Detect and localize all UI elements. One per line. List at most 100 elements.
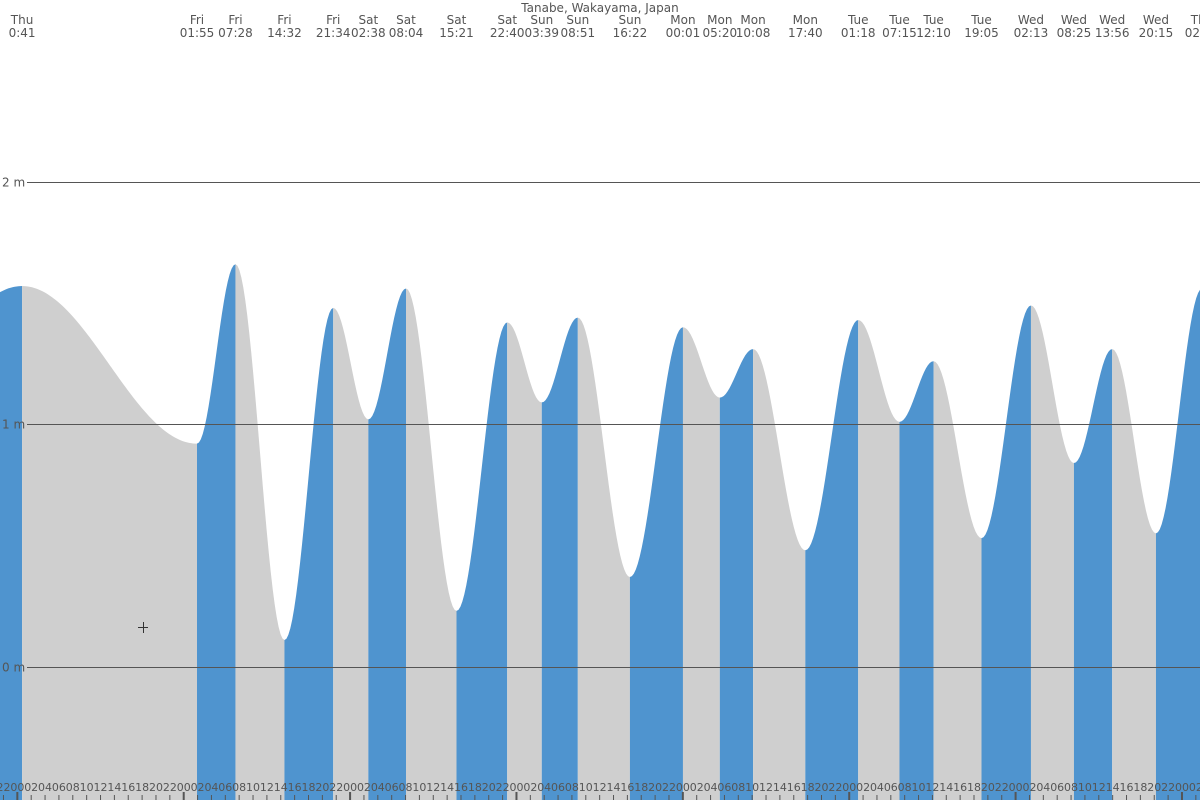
hour-tick-label: 12 — [925, 781, 939, 794]
hour-tick-label: 10 — [1078, 781, 1092, 794]
hour-tick-label: 20 — [814, 781, 828, 794]
extreme-time-label: 16:22 — [613, 26, 648, 40]
falling-tide-segment — [22, 286, 197, 800]
extreme-time-label: 02:38 — [351, 26, 386, 40]
hour-tick-label: 10 — [246, 781, 260, 794]
falling-tide-segment — [1112, 349, 1156, 800]
hour-tick-label: 08 — [565, 781, 579, 794]
hour-tick-label: 20 — [482, 781, 496, 794]
hour-tick-label: 04 — [704, 781, 718, 794]
extreme-day-label: Fri — [277, 13, 291, 27]
hour-tick-label: 14 — [274, 781, 288, 794]
hour-tick-label: 14 — [1106, 781, 1120, 794]
hour-tick-label: 22 — [995, 781, 1009, 794]
extreme-time-label: 00:01 — [666, 26, 701, 40]
extreme-day-label: Mon — [740, 13, 765, 27]
extreme-day-label: Wed — [1018, 13, 1044, 27]
extreme-day-label: Thu — [10, 13, 34, 27]
extreme-time-label: 15:21 — [439, 26, 474, 40]
extreme-day-label: Tue — [970, 13, 992, 27]
extreme-day-label: Sat — [396, 13, 416, 27]
hour-tick-label: 12 — [593, 781, 607, 794]
hour-tick-label: 20 — [648, 781, 662, 794]
rising-tide-segment — [456, 322, 508, 800]
hour-tick-label: 14 — [607, 781, 621, 794]
hour-tick-label: 04 — [38, 781, 52, 794]
hour-tick-label: 18 — [468, 781, 482, 794]
hour-tick-label: 12 — [1092, 781, 1106, 794]
extreme-day-label: Wed — [1143, 13, 1169, 27]
extreme-day-label: Sun — [566, 13, 589, 27]
falling-tide-segment — [682, 327, 720, 800]
extreme-time-label: 08:25 — [1057, 26, 1092, 40]
hour-tick-label: 06 — [884, 781, 898, 794]
y-tick-label: 0 m — [2, 661, 25, 675]
extreme-time-label: 05:20 — [703, 26, 738, 40]
extreme-day-label: Sat — [358, 13, 378, 27]
hour-tick-label: 10 — [745, 781, 759, 794]
extreme-time-label: 08:51 — [561, 26, 596, 40]
crosshair-cursor — [138, 622, 148, 633]
hour-tick-label: 12 — [426, 781, 440, 794]
hour-tick-label: 18 — [801, 781, 815, 794]
hour-tick-label: 08 — [399, 781, 413, 794]
extreme-day-label: Thu — [1190, 13, 1200, 27]
falling-tide-segment — [933, 361, 982, 800]
hour-tick-label: 00 — [1009, 781, 1023, 794]
hour-tick-label: 14 — [773, 781, 787, 794]
hour-tick-label: 06 — [717, 781, 731, 794]
hour-tick-label: 14 — [440, 781, 454, 794]
hour-tick-label: 18 — [301, 781, 315, 794]
hour-tick-label: 00 — [177, 781, 191, 794]
hour-tick-label: 02 — [24, 781, 38, 794]
hour-tick-label: 20 — [981, 781, 995, 794]
extreme-time-label: 20:15 — [1139, 26, 1174, 40]
extreme-day-label: Mon — [793, 13, 818, 27]
hour-tick-label: 00 — [10, 781, 24, 794]
y-tick-label: 2 m — [2, 176, 25, 190]
extreme-time-label: 17:40 — [788, 26, 823, 40]
extreme-time-label: 02:54 — [1185, 26, 1200, 40]
hour-tick-label: 22 — [496, 781, 510, 794]
hour-tick-label: 10 — [412, 781, 426, 794]
extreme-time-label: 10:08 — [736, 26, 771, 40]
rising-tide-segment — [719, 349, 754, 800]
hour-tick-label: 14 — [107, 781, 121, 794]
rising-tide-segment — [629, 327, 683, 800]
extreme-day-label: Sat — [447, 13, 467, 27]
extreme-time-label: 12:10 — [916, 26, 951, 40]
hour-tick-label: 16 — [953, 781, 967, 794]
extreme-day-label: Mon — [707, 13, 732, 27]
hour-tick-label: 08 — [1064, 781, 1078, 794]
rising-tide-segment — [0, 286, 23, 800]
hour-tick-label: 22 — [828, 781, 842, 794]
hour-tick-label: 16 — [288, 781, 302, 794]
hour-tick-label: 16 — [787, 781, 801, 794]
hour-tick-label: 06 — [551, 781, 565, 794]
extreme-day-label: Tue — [888, 13, 910, 27]
hour-tick-label: 02 — [1189, 781, 1200, 794]
extreme-day-label: Mon — [670, 13, 695, 27]
hour-tick-label: 04 — [1036, 781, 1050, 794]
hour-tick-label: 06 — [385, 781, 399, 794]
rising-tide-segment — [981, 305, 1031, 800]
extreme-time-label: 08:04 — [389, 26, 424, 40]
hour-tick-label: 16 — [121, 781, 135, 794]
hour-tick-label: 12 — [759, 781, 773, 794]
gridline-layer: 0 m 1 m 2 m — [2, 176, 1200, 675]
hour-tick-label: 12 — [94, 781, 108, 794]
extreme-day-label: Tue — [922, 13, 944, 27]
hour-tick-label: 22 — [163, 781, 177, 794]
extreme-day-label: Sun — [619, 13, 642, 27]
